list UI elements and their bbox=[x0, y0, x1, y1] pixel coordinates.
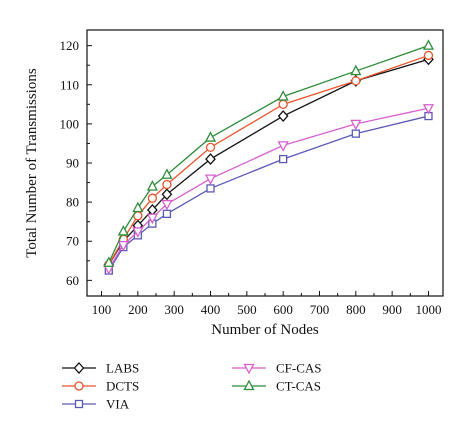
legend-label: CF-CAS bbox=[276, 361, 322, 376]
y-tick-label: 70 bbox=[66, 234, 79, 249]
data-point-cf-cas bbox=[161, 199, 173, 211]
series-ct-cas bbox=[103, 39, 435, 267]
y-tick-label: 90 bbox=[66, 156, 79, 171]
data-point-dcts bbox=[423, 50, 434, 61]
legend-marker bbox=[74, 381, 84, 391]
data-point-dcts bbox=[147, 193, 158, 203]
legend-entry-ct-cas: CT-CAS bbox=[232, 379, 321, 394]
data-point-dcts bbox=[162, 179, 172, 190]
data-point-labs bbox=[205, 153, 216, 166]
x-tick-label: 100 bbox=[92, 302, 112, 317]
x-tick-label: 800 bbox=[346, 302, 366, 317]
legend-entry-dcts: DCTS bbox=[62, 379, 139, 394]
y-tick-label: 100 bbox=[60, 116, 80, 131]
data-point-dcts bbox=[205, 142, 216, 153]
y-axis-title: Total Number of Transmissions bbox=[24, 68, 40, 258]
data-point-dcts bbox=[351, 76, 361, 86]
legend-entry-via: VIA bbox=[62, 397, 130, 412]
x-tick-label: 700 bbox=[310, 302, 330, 317]
legend-marker bbox=[243, 363, 255, 375]
plot-frame bbox=[86, 29, 444, 297]
legend-marker bbox=[243, 379, 255, 391]
legend-entry-labs: LABS bbox=[62, 361, 139, 376]
data-point-ct-cas bbox=[277, 90, 289, 101]
data-point-cf-cas bbox=[146, 213, 158, 225]
series-line-labs bbox=[108, 58, 429, 266]
x-axis-title: Number of Nodes bbox=[211, 322, 319, 338]
legend-label: DCTS bbox=[106, 379, 139, 394]
series-labs bbox=[103, 53, 434, 271]
plot-area bbox=[103, 39, 435, 276]
y-tick-label: 60 bbox=[66, 273, 79, 288]
data-point-ct-cas bbox=[422, 39, 435, 50]
series-via bbox=[104, 111, 433, 275]
x-tick-label: 500 bbox=[237, 302, 257, 317]
data-point-cf-cas bbox=[117, 240, 129, 252]
data-point-cf-cas bbox=[132, 227, 144, 238]
data-point-ct-cas bbox=[117, 225, 129, 236]
legend-marker bbox=[73, 362, 85, 374]
legend-label: VIA bbox=[106, 397, 130, 412]
data-point-labs bbox=[277, 110, 289, 123]
legend-entry-cf-cas: CF-CAS bbox=[232, 361, 322, 376]
data-point-ct-cas bbox=[146, 180, 158, 191]
legend-label: LABS bbox=[106, 361, 139, 376]
data-point-ct-cas bbox=[204, 131, 217, 142]
series-dcts bbox=[104, 50, 434, 270]
data-point-via bbox=[206, 184, 215, 193]
data-point-cf-cas bbox=[277, 141, 289, 152]
data-point-ct-cas bbox=[350, 64, 362, 76]
y-tick-label: 120 bbox=[60, 38, 80, 53]
x-tick-label: 200 bbox=[128, 302, 148, 317]
legend-marker bbox=[74, 399, 84, 409]
data-point-labs bbox=[161, 188, 173, 201]
y-tick-label: 80 bbox=[66, 195, 79, 210]
legend: LABS DCTS VIA CF-CAS CT-CAS bbox=[62, 361, 322, 412]
series-line-dcts bbox=[108, 54, 429, 266]
data-point-ct-cas bbox=[132, 201, 144, 213]
data-point-ct-cas bbox=[103, 256, 115, 267]
series-line-ct-cas bbox=[108, 45, 429, 264]
x-tick-label: 600 bbox=[273, 302, 293, 317]
data-point-via bbox=[351, 129, 360, 138]
y-tick-label: 110 bbox=[60, 77, 79, 92]
data-point-via bbox=[162, 209, 172, 219]
data-point-cf-cas bbox=[350, 119, 362, 131]
x-tick-label: 400 bbox=[201, 302, 221, 317]
legend-label: CT-CAS bbox=[276, 379, 321, 394]
data-point-cf-cas bbox=[204, 174, 217, 186]
axes: 100 200 300 400 500 600 700 800 900 1000 60 70 80 90 1… bbox=[60, 29, 444, 317]
data-point-cf-cas bbox=[422, 104, 435, 115]
data-point-dcts bbox=[278, 99, 288, 109]
data-point-via bbox=[279, 154, 288, 164]
data-point-ct-cas bbox=[161, 168, 173, 179]
x-tick-label: 1000 bbox=[415, 302, 441, 317]
x-tick-label: 300 bbox=[164, 302, 184, 317]
series-cf-cas bbox=[103, 104, 435, 276]
x-tick-label: 900 bbox=[382, 302, 402, 317]
